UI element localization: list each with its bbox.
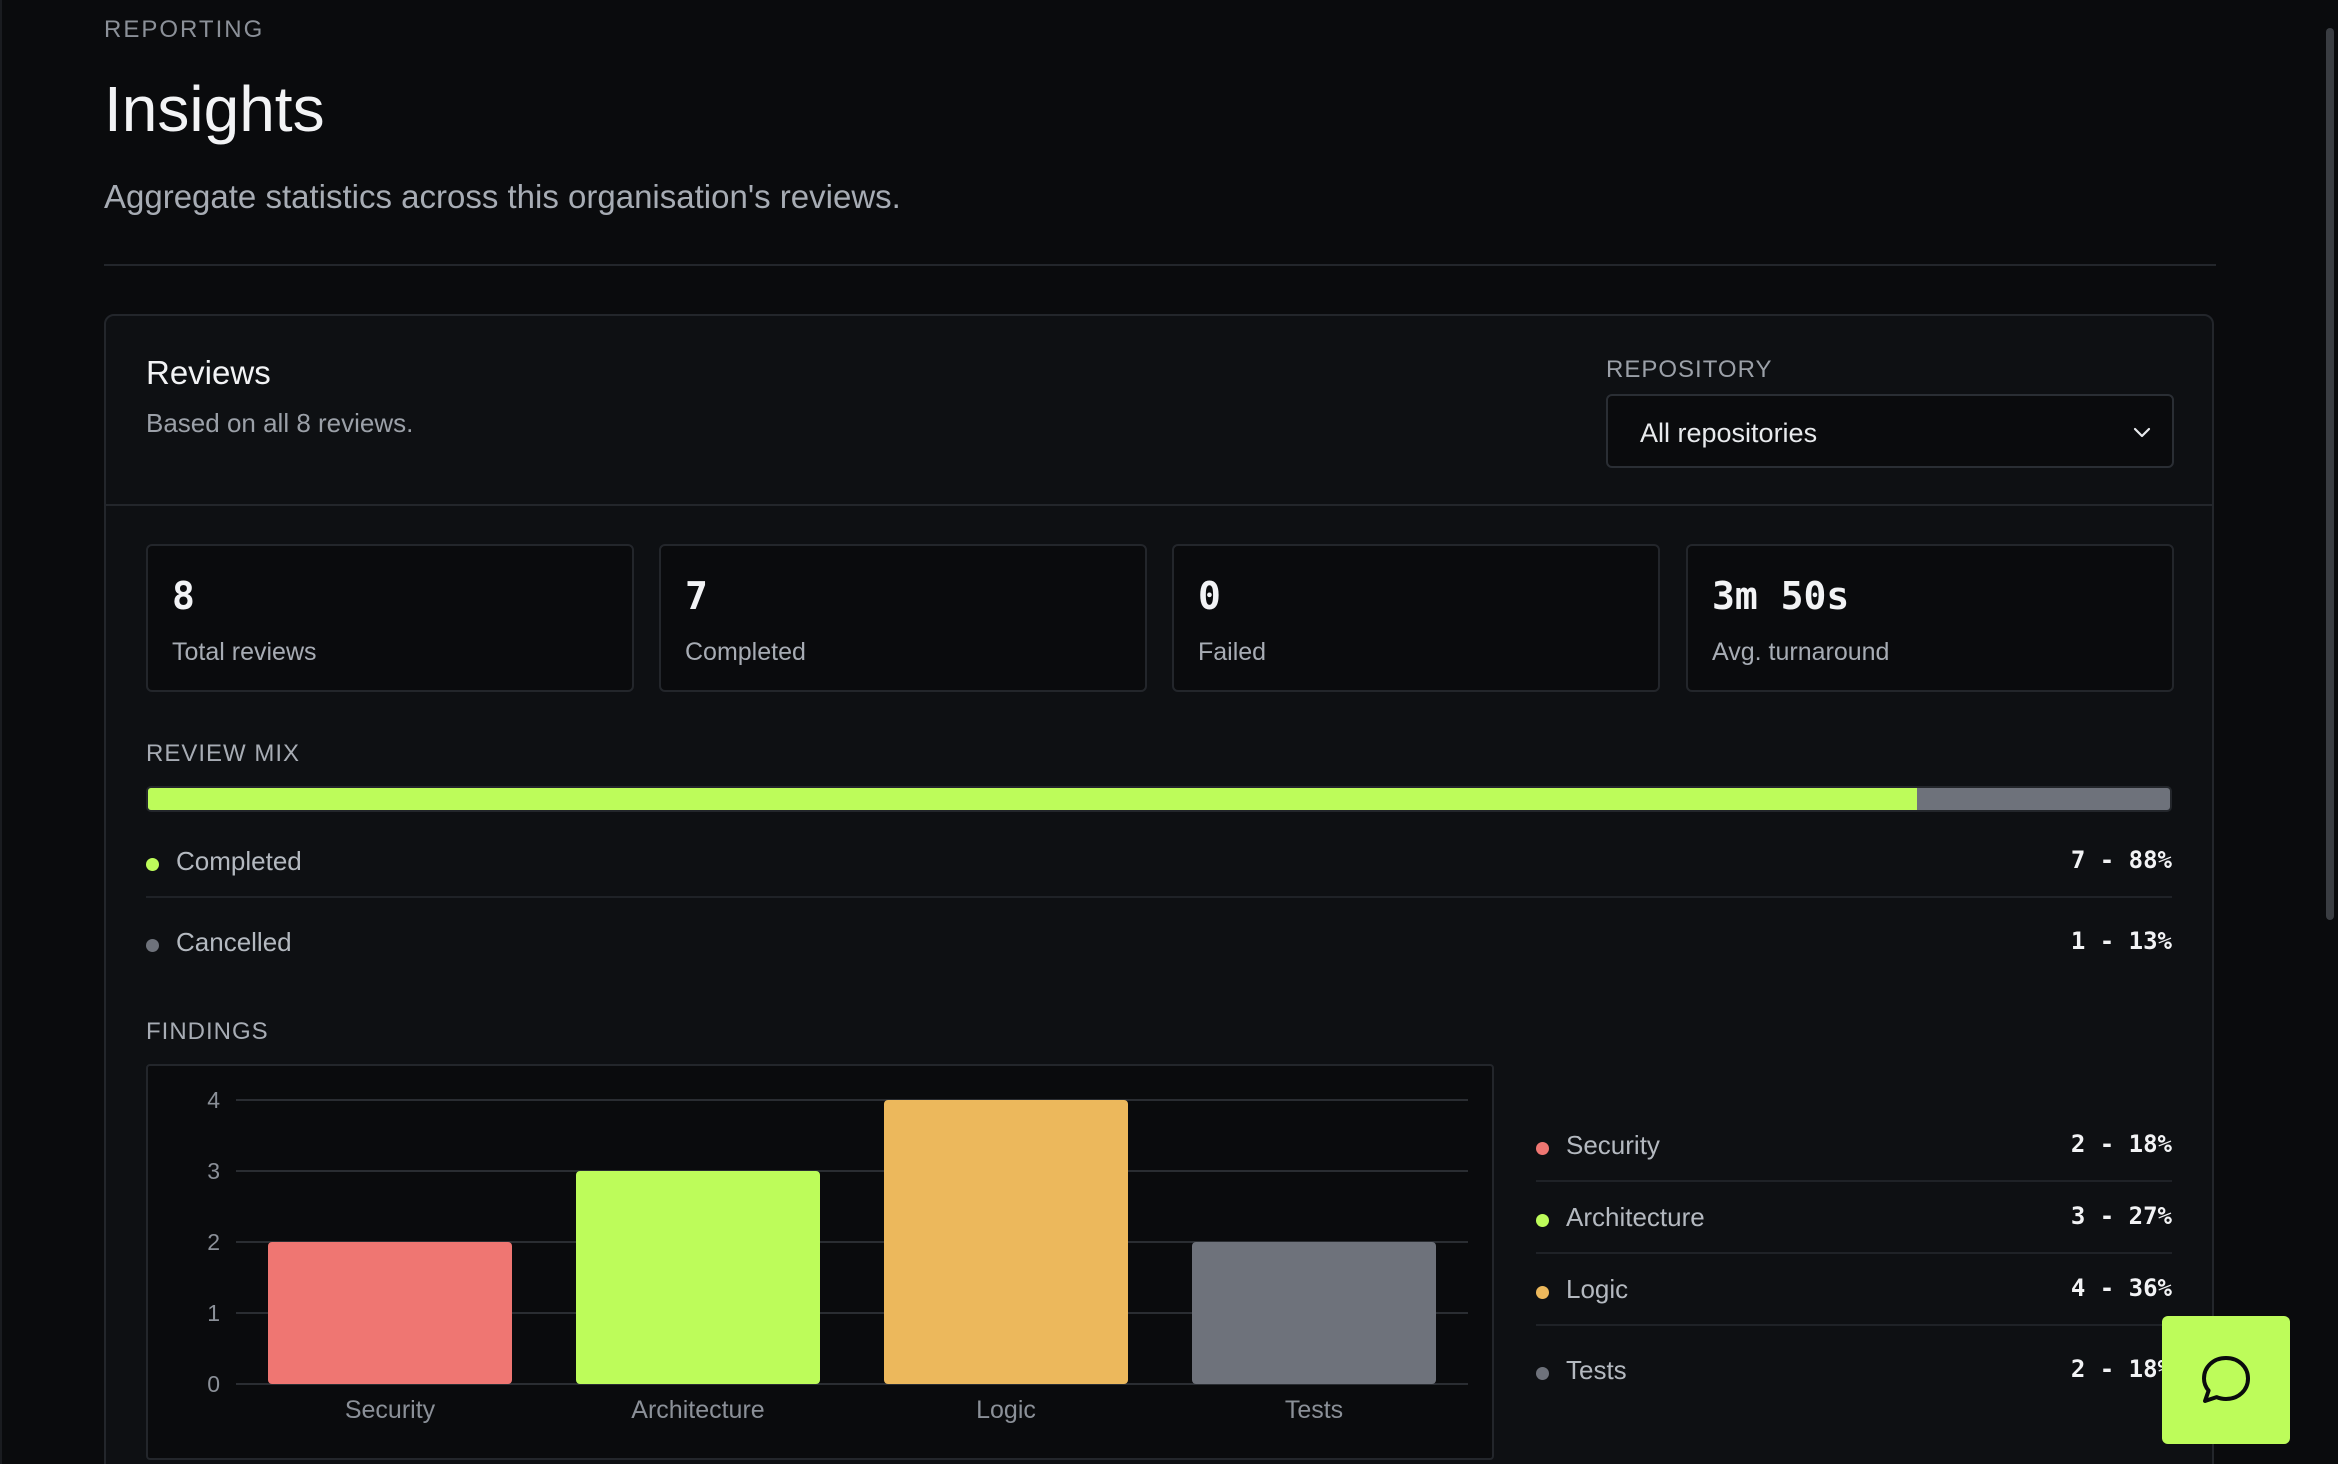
x-tick-label: Architecture xyxy=(631,1396,764,1424)
reviews-card-subtitle: Based on all 8 reviews. xyxy=(146,408,414,438)
bar-logic[interactable] xyxy=(884,1100,1128,1384)
legend-label: Logic xyxy=(1566,1274,1629,1304)
y-tick-label: 2 xyxy=(207,1229,220,1255)
logic-dot xyxy=(1536,1286,1549,1299)
y-tick-label: 3 xyxy=(207,1158,220,1184)
review-mix-bar xyxy=(146,786,2172,812)
header-divider xyxy=(104,264,2216,266)
findings-bar-chart: 0 1 2 3 4 Security Architecture Logic Tests xyxy=(207,1087,1468,1424)
repository-select[interactable]: All repositories xyxy=(1606,394,2174,468)
row-divider xyxy=(1536,1252,2172,1254)
legend-value: 7 - 88% xyxy=(2070,846,2172,874)
chevron-down-icon xyxy=(2133,427,2151,438)
page-eyebrow: REPORTING xyxy=(104,16,265,43)
stat-completed: 7 Completed xyxy=(659,544,1147,692)
stat-label: Total reviews xyxy=(172,638,317,666)
bar-architecture[interactable] xyxy=(576,1171,820,1384)
row-divider xyxy=(1536,1180,2172,1182)
stat-value: 0 xyxy=(1198,574,1221,618)
legend-value: 2 - 18% xyxy=(2070,1130,2172,1158)
page-title: Insights xyxy=(104,73,325,145)
x-tick-label: Tests xyxy=(1285,1396,1343,1424)
row-divider xyxy=(146,896,2172,898)
findings-row-tests: Tests 2 - 18% xyxy=(1536,1341,2172,1401)
window-edge xyxy=(0,0,2,1464)
y-tick-label: 1 xyxy=(207,1300,220,1326)
reviews-card-header: Reviews Based on all 8 reviews. REPOSITO… xyxy=(106,316,2212,506)
legend-value: 3 - 27% xyxy=(2070,1202,2172,1230)
review-mix-label: REVIEW MIX xyxy=(146,740,301,767)
stat-label: Avg. turnaround xyxy=(1712,638,1890,666)
chat-button[interactable] xyxy=(2162,1316,2290,1444)
row-divider xyxy=(1536,1324,2172,1326)
cancelled-dot xyxy=(146,939,159,952)
findings-chart: 0 1 2 3 4 Security Architecture Logic Tests xyxy=(146,1064,1494,1460)
legend-value: 2 - 18% xyxy=(2070,1355,2172,1383)
reviews-card: Reviews Based on all 8 reviews. REPOSITO… xyxy=(104,314,2214,1464)
stat-label: Completed xyxy=(685,638,806,666)
stat-failed: 0 Failed xyxy=(1172,544,1660,692)
stat-total-reviews: 8 Total reviews xyxy=(146,544,634,692)
stat-value: 3m 50s xyxy=(1712,574,1850,618)
legend-label: Architecture xyxy=(1566,1202,1705,1232)
repository-label: REPOSITORY xyxy=(1606,356,1773,383)
review-mix-row-cancelled: Cancelled 1 - 13% xyxy=(146,913,2172,973)
y-tick-label: 0 xyxy=(207,1371,220,1397)
stat-value: 7 xyxy=(685,574,708,618)
page-subtitle: Aggregate statistics across this organis… xyxy=(104,178,901,215)
architecture-dot xyxy=(1536,1214,1549,1227)
legend-label: Tests xyxy=(1566,1355,1627,1385)
y-tick-label: 4 xyxy=(207,1087,220,1113)
security-dot xyxy=(1536,1142,1549,1155)
legend-value: 1 - 13% xyxy=(2070,927,2172,955)
bar-security[interactable] xyxy=(268,1242,512,1384)
stat-label: Failed xyxy=(1198,638,1267,666)
reviews-card-title: Reviews xyxy=(146,354,271,391)
review-mix-row-completed: Completed 7 - 88% xyxy=(146,832,2172,892)
legend-label: Security xyxy=(1566,1130,1660,1160)
bar-tests[interactable] xyxy=(1192,1242,1436,1384)
scrollbar-thumb[interactable] xyxy=(2326,28,2334,920)
stat-value: 8 xyxy=(172,574,195,618)
findings-label: FINDINGS xyxy=(146,1018,269,1045)
legend-label: Completed xyxy=(176,846,302,876)
repository-select-value: All repositories xyxy=(1640,418,1818,448)
chat-bubble-icon xyxy=(2202,1356,2250,1403)
tests-dot xyxy=(1536,1367,1549,1380)
legend-label: Cancelled xyxy=(176,927,292,957)
completed-dot xyxy=(146,858,159,871)
legend-value: 4 - 36% xyxy=(2070,1274,2172,1302)
stat-avg-turnaround: 3m 50s Avg. turnaround xyxy=(1686,544,2174,692)
x-tick-label: Security xyxy=(345,1396,436,1424)
review-mix-completed-fill xyxy=(148,788,1918,810)
findings-row-architecture: Architecture 3 - 27% xyxy=(1536,1188,2172,1248)
findings-row-logic: Logic 4 - 36% xyxy=(1536,1260,2172,1320)
x-tick-label: Logic xyxy=(976,1396,1036,1424)
findings-row-security: Security 2 - 18% xyxy=(1536,1116,2172,1176)
